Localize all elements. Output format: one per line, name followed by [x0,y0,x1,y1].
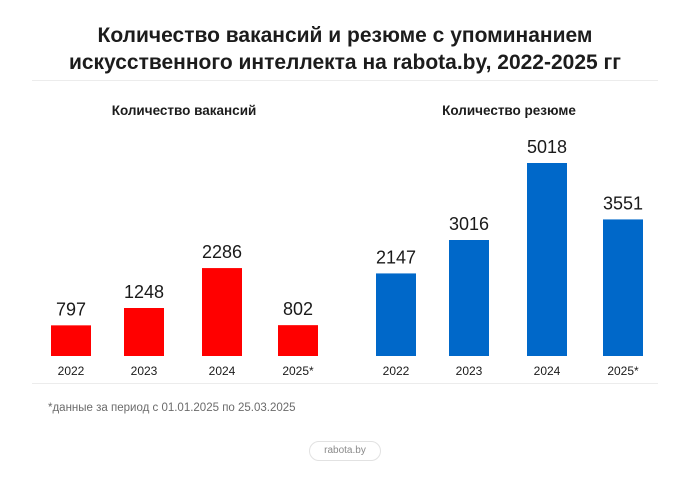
vacancies-value-label-2: 2286 [202,242,242,262]
vacancies-bar-3 [278,325,318,356]
vacancies-bar-1 [124,308,164,356]
resumes-value-label-1: 3016 [449,214,489,234]
top-divider [32,80,658,81]
vacancies-chart-title: Количество вакансий [112,103,257,118]
resumes-chart-title: Количество резюме [442,103,576,118]
resumes-bar-2 [527,163,567,356]
brand-badge: rabota.by [309,441,381,461]
title-line-1: Количество вакансий и резюме с упоминани… [97,24,593,47]
resumes-bar-1 [449,240,489,356]
footnote: *данные за период с 01.01.2025 по 25.03.… [48,402,296,414]
resumes-category-label-0: 2022 [383,364,410,378]
vacancies-category-label-3: 2025* [282,364,314,378]
page-title: Количество вакансий и резюме с упоминани… [0,22,690,76]
resumes-value-label-0: 2147 [376,247,416,267]
vacancies-category-label-2: 2024 [209,364,236,378]
vacancies-value-label-3: 802 [283,299,313,319]
resumes-bar-0 [376,273,416,356]
vacancies-value-label-0: 797 [56,299,86,319]
bottom-divider [32,383,658,384]
resumes-bar-3 [603,219,643,356]
resumes-category-label-2: 2024 [534,364,561,378]
vacancies-bar-0 [51,325,91,356]
vacancies-category-label-1: 2023 [131,364,158,378]
vacancies-category-label-0: 2022 [58,364,85,378]
resumes-value-label-3: 3551 [603,193,643,213]
resumes-category-label-1: 2023 [456,364,483,378]
vacancies-bar-2 [202,268,242,356]
resumes-category-label-3: 2025* [607,364,639,378]
title-line-2: искусственного интеллекта на rabota.by, … [68,51,622,74]
vacancies-value-label-1: 1248 [124,282,164,302]
resumes-value-label-2: 5018 [527,137,567,157]
bar-charts: Количество вакансий 797 2022 1248 2023 2286 20… [51,103,643,378]
